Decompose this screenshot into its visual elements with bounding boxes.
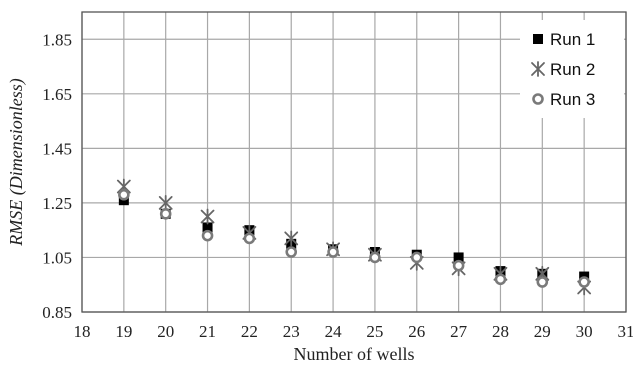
x-tick-label: 29 — [534, 322, 551, 341]
run-3-point — [201, 229, 214, 242]
run-3-point — [452, 259, 465, 272]
y-tick-label: 1.85 — [42, 30, 72, 49]
y-tick-label: 1.65 — [42, 85, 72, 104]
run-3-point — [369, 251, 381, 264]
y-axis-title: RMSE (Dimensionless) — [6, 78, 27, 246]
y-tick-label: 1.05 — [42, 248, 72, 267]
data-points — [116, 178, 592, 296]
run-3-point — [118, 188, 130, 201]
run-2-point — [158, 195, 173, 211]
run-3-legend-marker — [532, 93, 544, 105]
legend: Run 1 Run 2 Run 3 — [520, 20, 624, 118]
x-axis-title: Number of wells — [294, 344, 415, 364]
run-3-point — [285, 246, 298, 258]
x-tick-label: 31 — [618, 322, 633, 341]
y-tick-label: 1.25 — [42, 194, 72, 213]
plot-frame — [81, 11, 627, 313]
run-2-legend-marker — [531, 61, 545, 77]
run-3-point — [327, 246, 339, 258]
run-3-point — [578, 276, 590, 288]
y-tick-label: 1.45 — [42, 139, 72, 158]
x-tick-label: 19 — [115, 322, 132, 341]
x-tick-label: 18 — [74, 322, 91, 341]
x-tick-label: 24 — [325, 322, 343, 341]
x-tick-label: 27 — [450, 322, 468, 341]
x-tick-label: 25 — [366, 322, 383, 341]
run-3-point — [243, 232, 256, 245]
x-tick-label: 30 — [576, 322, 593, 341]
run-1-point — [202, 222, 213, 233]
run-2-point — [200, 208, 215, 225]
run-3-point — [159, 208, 172, 220]
run-3-point — [536, 276, 549, 288]
run-3-point — [494, 273, 507, 286]
axis-ticks: 18 19 20 21 22 23 24 25 26 27 28 29 30 31 0.85 1.05 1.25… — [42, 30, 633, 341]
x-tick-label: 28 — [492, 322, 509, 341]
run-1-point — [453, 252, 464, 263]
y-tick-label: 0.85 — [42, 303, 72, 322]
legend-label: Run 1 — [550, 30, 595, 49]
x-tick-label: 21 — [199, 322, 216, 341]
legend-label: Run 3 — [550, 90, 595, 109]
x-tick-label: 22 — [241, 322, 258, 341]
x-tick-label: 23 — [283, 322, 300, 341]
run-3-point — [410, 251, 423, 264]
x-tick-label: 26 — [408, 322, 425, 341]
x-tick-label: 20 — [157, 322, 174, 341]
run-1-legend-marker — [533, 34, 543, 44]
run-2-point — [284, 230, 299, 247]
legend-label: Run 2 — [550, 60, 595, 79]
